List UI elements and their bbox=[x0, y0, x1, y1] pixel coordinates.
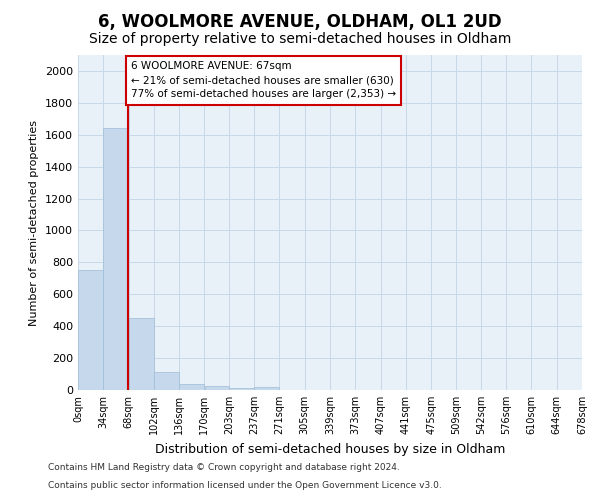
Text: Contains HM Land Registry data © Crown copyright and database right 2024.: Contains HM Land Registry data © Crown c… bbox=[48, 464, 400, 472]
X-axis label: Distribution of semi-detached houses by size in Oldham: Distribution of semi-detached houses by … bbox=[155, 442, 505, 456]
Bar bbox=[103, 128, 128, 390]
Text: Contains public sector information licensed under the Open Government Licence v3: Contains public sector information licen… bbox=[48, 481, 442, 490]
Bar bbox=[179, 384, 204, 390]
Bar bbox=[154, 372, 179, 390]
Bar bbox=[78, 270, 103, 390]
Y-axis label: Number of semi-detached properties: Number of semi-detached properties bbox=[29, 120, 40, 326]
Bar bbox=[205, 386, 229, 390]
Text: 6 WOOLMORE AVENUE: 67sqm
← 21% of semi-detached houses are smaller (630)
77% of : 6 WOOLMORE AVENUE: 67sqm ← 21% of semi-d… bbox=[131, 62, 396, 100]
Bar bbox=[254, 387, 279, 390]
Bar bbox=[229, 388, 254, 390]
Text: 6, WOOLMORE AVENUE, OLDHAM, OL1 2UD: 6, WOOLMORE AVENUE, OLDHAM, OL1 2UD bbox=[98, 12, 502, 30]
Text: Size of property relative to semi-detached houses in Oldham: Size of property relative to semi-detach… bbox=[89, 32, 511, 46]
Bar bbox=[129, 318, 154, 390]
